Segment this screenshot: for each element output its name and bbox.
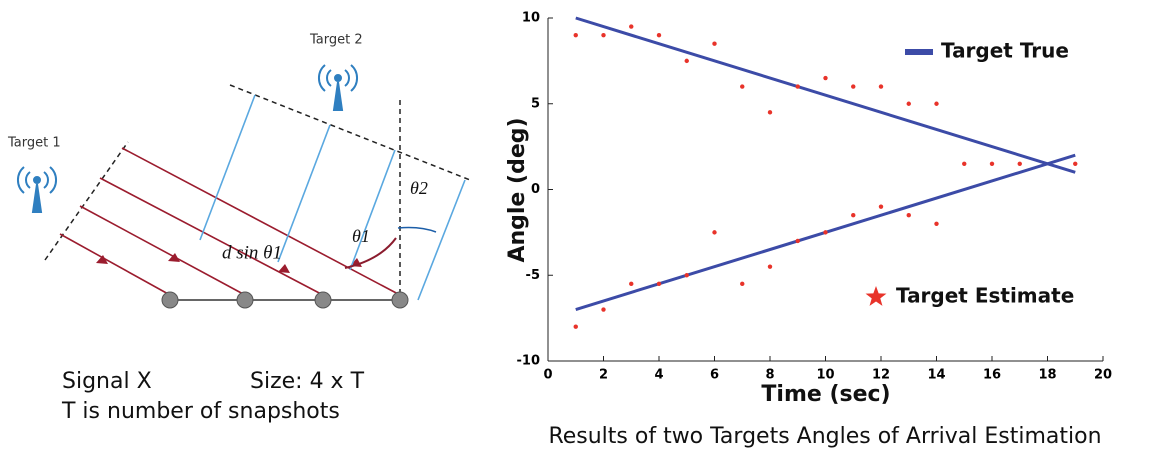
caption: Results of two Targets Angles of Arrival… xyxy=(548,424,1101,449)
estimate-point xyxy=(796,239,800,243)
estimate-point xyxy=(712,230,716,234)
y-axis-label: Angle (deg) xyxy=(505,117,530,262)
estimate-point xyxy=(740,84,744,88)
estimate-point xyxy=(796,84,800,88)
estimate-point xyxy=(934,102,938,106)
y-tick-label: -10 xyxy=(517,354,541,369)
x-axis-label: Time (sec) xyxy=(761,382,890,407)
x-tick-label: 18 xyxy=(1038,368,1056,383)
estimate-point xyxy=(657,282,661,286)
d-sin-label: d sin θ1 xyxy=(222,242,282,263)
y-tick-label: 5 xyxy=(531,96,540,111)
estimate-point xyxy=(685,273,689,277)
theta-1-label: θ1 xyxy=(352,226,370,246)
estimate-point xyxy=(1073,162,1077,166)
estimate-point xyxy=(601,33,605,37)
estimate-point xyxy=(879,204,883,208)
x-tick-label: 20 xyxy=(1094,368,1112,383)
size-label: Size: 4 x T xyxy=(250,369,365,394)
estimate-point xyxy=(740,282,744,286)
y-tick-label: 10 xyxy=(522,11,540,26)
estimate-point xyxy=(685,59,689,63)
diagram: Target 1 Target 2 d sin θ1 θ1 θ2 Signal … xyxy=(7,33,470,425)
estimate-point xyxy=(1018,162,1022,166)
estimate-point xyxy=(657,33,661,37)
target-1: Target 1 xyxy=(7,136,61,151)
estimate-point xyxy=(934,222,938,226)
legend-star xyxy=(866,286,887,306)
estimate-point xyxy=(962,162,966,166)
legend-label: Target True xyxy=(941,39,1069,63)
estimate-point xyxy=(574,325,578,329)
estimate-point xyxy=(823,230,827,234)
estimate-point xyxy=(879,84,883,88)
estimate-point xyxy=(990,162,994,166)
theta-2-label: θ2 xyxy=(410,178,428,198)
x-tick-label: 2 xyxy=(599,368,608,383)
estimate-point xyxy=(823,76,827,80)
page: Target 1 Target 2 d sin θ1 θ1 θ2 Signal … xyxy=(0,0,1153,454)
snapshots-label: T is number of snapshots xyxy=(61,399,340,424)
target-2: Target 2 xyxy=(309,33,363,48)
estimate-point xyxy=(712,42,716,46)
legend-label: Target Estimate xyxy=(896,284,1074,308)
x-tick-label: 0 xyxy=(543,368,552,383)
estimate-point xyxy=(907,102,911,106)
x-tick-label: 6 xyxy=(710,368,719,383)
x-tick-label: 4 xyxy=(654,368,663,383)
estimate-point xyxy=(907,213,911,217)
x-tick-label: 12 xyxy=(872,368,890,383)
y-tick-label: 0 xyxy=(531,182,540,197)
estimate-point xyxy=(768,110,772,114)
y-tick-label: -5 xyxy=(526,268,540,283)
x-tick-label: 16 xyxy=(983,368,1001,383)
estimate-point xyxy=(629,282,633,286)
estimate-point xyxy=(601,307,605,311)
estimate-point xyxy=(574,33,578,37)
x-tick-label: 14 xyxy=(927,368,945,383)
signal-label: Signal X xyxy=(62,369,152,394)
x-tick-label: 8 xyxy=(765,368,774,383)
x-tick-label: 10 xyxy=(816,368,834,383)
estimate-point xyxy=(768,264,772,268)
estimate-point xyxy=(851,213,855,217)
estimate-point xyxy=(851,84,855,88)
estimate-point xyxy=(629,24,633,28)
